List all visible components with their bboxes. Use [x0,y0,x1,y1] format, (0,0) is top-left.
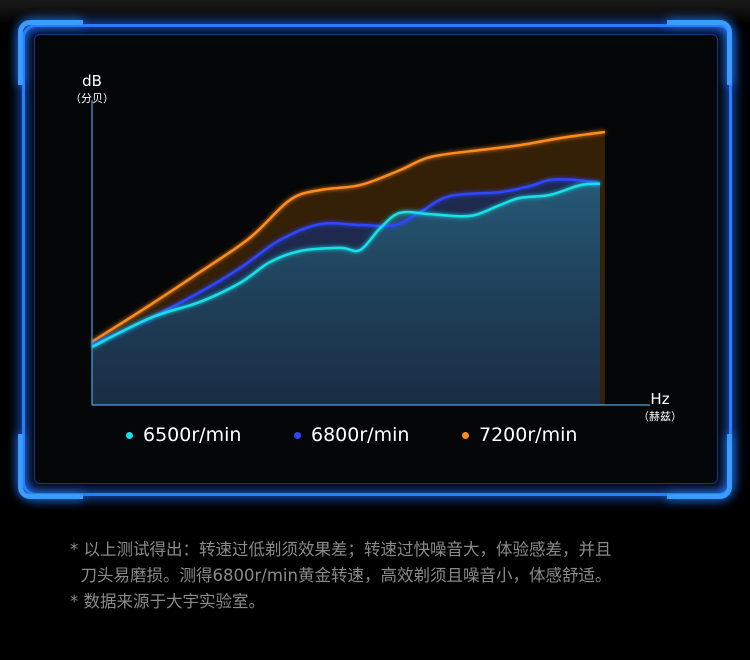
footnote: * 以上测试得出：转速过低剃须效果差；转速过快噪音大，体验感差，并且 [70,540,612,559]
legend-dot [126,431,133,439]
area-6500r/min [92,183,600,405]
frame-corner [18,20,83,85]
legend-label: 6500r/min [143,424,242,446]
legend-item-6500: 6500r/min [126,424,241,446]
fade-overlay [480,100,650,405]
legend-item-6800: 6800r/min [294,424,409,446]
series-line-6500r/min [91,182,601,349]
frame-corner [667,434,732,499]
legend-dot [462,431,469,439]
series-line-7200r/min [91,130,606,343]
y-axis-label: dB （分贝） [70,72,114,108]
legend-label: 7200r/min [479,424,578,446]
frame-corner [18,434,83,499]
legend-label: 6800r/min [311,424,410,446]
frame-corner [667,20,732,85]
footnote: 刀头易磨损。测得6800r/min黄金转速，高效剃须且噪音小，体感舒适。 [70,566,612,585]
legend-dot [294,431,301,439]
legend-item-7200: 7200r/min [462,424,577,446]
footnote: * 数据来源于大宇实验室。 [70,592,265,611]
x-axis-label: Hz （赫兹） [638,390,682,426]
x-axis-unit-cn: （赫兹） [638,410,682,423]
top-band [0,0,750,22]
y-axis-unit: dB [82,72,102,90]
y-axis-unit-cn: （分贝） [70,92,114,105]
series-line-6800r/min [91,178,601,347]
x-axis-unit: Hz [650,390,670,408]
footnotes: * 以上测试得出：转速过低剃须效果差；转速过快噪音大，体验感差，并且 刀头易磨损… [70,537,612,615]
